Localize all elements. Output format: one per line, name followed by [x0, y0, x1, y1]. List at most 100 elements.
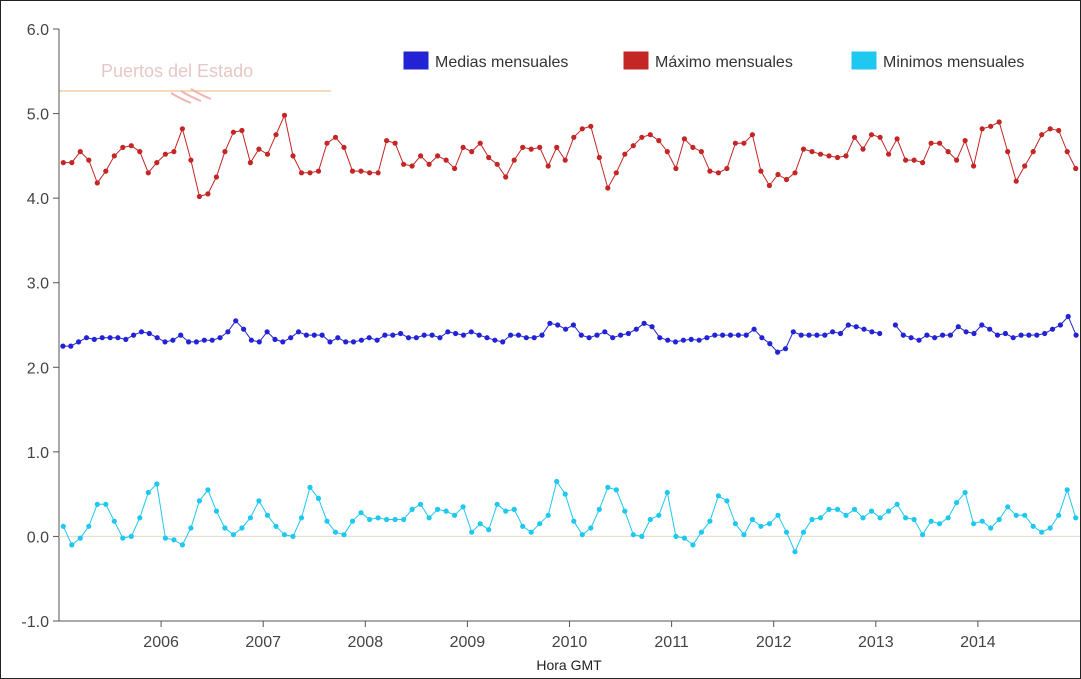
series-point[interactable] [665, 337, 671, 343]
series-point[interactable] [315, 168, 322, 174]
series-point[interactable] [1005, 149, 1011, 155]
series-point[interactable] [222, 525, 228, 531]
series-point[interactable] [860, 515, 866, 521]
series-point[interactable] [413, 335, 419, 341]
series-point[interactable] [528, 529, 534, 535]
series-point[interactable] [401, 161, 407, 167]
series-point[interactable] [920, 532, 926, 538]
series-point[interactable] [1049, 326, 1056, 332]
series-point[interactable] [500, 339, 506, 345]
series-point[interactable] [562, 491, 568, 497]
series-point[interactable] [1039, 529, 1045, 535]
series-point[interactable] [1042, 330, 1048, 337]
series-point[interactable] [908, 335, 914, 341]
series-point[interactable] [60, 343, 66, 349]
series-point[interactable] [639, 533, 645, 540]
series-point[interactable] [409, 163, 415, 169]
series-point[interactable] [343, 339, 349, 345]
series-point[interactable] [851, 506, 858, 512]
series-point[interactable] [724, 165, 730, 172]
series-point[interactable] [94, 501, 100, 507]
series-point[interactable] [256, 339, 262, 345]
series-point[interactable] [230, 129, 236, 135]
series-point[interactable] [137, 149, 143, 155]
series-point[interactable] [123, 336, 129, 342]
series-point[interactable] [639, 134, 645, 140]
series-point[interactable] [539, 332, 545, 338]
series-point[interactable] [230, 532, 236, 538]
series-point[interactable] [1073, 515, 1079, 521]
series-point[interactable] [288, 335, 294, 341]
series-point[interactable] [963, 329, 969, 335]
series-point[interactable] [77, 149, 83, 155]
series-point[interactable] [295, 329, 302, 335]
series-point[interactable] [690, 144, 696, 150]
series-point[interactable] [350, 339, 357, 345]
series-point[interactable] [179, 542, 185, 548]
series-point[interactable] [903, 515, 909, 521]
series-point[interactable] [405, 335, 412, 341]
series-point[interactable] [128, 143, 134, 149]
series-point[interactable] [1034, 332, 1040, 338]
series-point[interactable] [233, 318, 239, 324]
series-point[interactable] [579, 126, 585, 132]
series-point[interactable] [367, 516, 373, 523]
series-point[interactable] [1057, 322, 1063, 328]
series-point[interactable] [523, 335, 529, 341]
series-point[interactable] [979, 322, 985, 328]
series-point[interactable] [588, 525, 594, 531]
series-point[interactable] [435, 153, 441, 159]
series-point[interactable] [775, 349, 781, 355]
series-point[interactable] [775, 512, 781, 518]
series-point[interactable] [947, 332, 954, 338]
series-point[interactable] [68, 343, 74, 349]
series-point[interactable] [720, 332, 726, 338]
series-point[interactable] [892, 322, 899, 328]
series-point[interactable] [613, 487, 619, 493]
series-point[interactable] [962, 138, 968, 144]
series-point[interactable] [196, 193, 202, 200]
series-point[interactable] [86, 157, 92, 163]
series-point[interactable] [954, 500, 960, 506]
series-point[interactable] [83, 335, 90, 341]
series-point[interactable] [508, 332, 514, 338]
series-point[interactable] [469, 149, 475, 155]
series-point[interactable] [704, 335, 710, 341]
series-point[interactable] [641, 320, 647, 326]
series-point[interactable] [162, 535, 168, 541]
series-point[interactable] [920, 160, 926, 166]
series-point[interactable] [145, 489, 151, 496]
series-point[interactable] [273, 132, 279, 138]
series-point[interactable] [809, 149, 815, 155]
series-point[interactable] [853, 324, 859, 330]
legend-label[interactable]: Máximo mensuales [655, 54, 793, 71]
series-point[interactable] [688, 336, 694, 342]
series-point[interactable] [647, 516, 653, 523]
series-point[interactable] [120, 535, 126, 541]
series-point[interactable] [868, 132, 875, 138]
series-point[interactable] [193, 339, 199, 345]
series-point[interactable] [758, 523, 764, 529]
series-point[interactable] [681, 136, 688, 142]
series-point[interactable] [690, 542, 696, 548]
series-point[interactable] [826, 153, 832, 159]
series-point[interactable] [749, 132, 756, 138]
series-point[interactable] [103, 168, 109, 174]
series-point[interactable] [837, 330, 844, 337]
series-point[interactable] [843, 153, 849, 159]
series-point[interactable] [366, 335, 372, 341]
series-point[interactable] [146, 330, 152, 337]
series-point[interactable] [443, 508, 449, 514]
series-point[interactable] [349, 168, 356, 174]
series-point[interactable] [664, 149, 670, 155]
series-point[interactable] [76, 339, 82, 345]
series-point[interactable] [374, 337, 380, 343]
series-point[interactable] [453, 330, 459, 337]
series-point[interactable] [128, 533, 134, 540]
series-point[interactable] [429, 332, 435, 338]
series-point[interactable] [792, 170, 798, 176]
series-point[interactable] [664, 489, 670, 496]
series-point[interactable] [790, 329, 796, 335]
series-point[interactable] [545, 163, 551, 169]
series-point[interactable] [256, 146, 262, 152]
